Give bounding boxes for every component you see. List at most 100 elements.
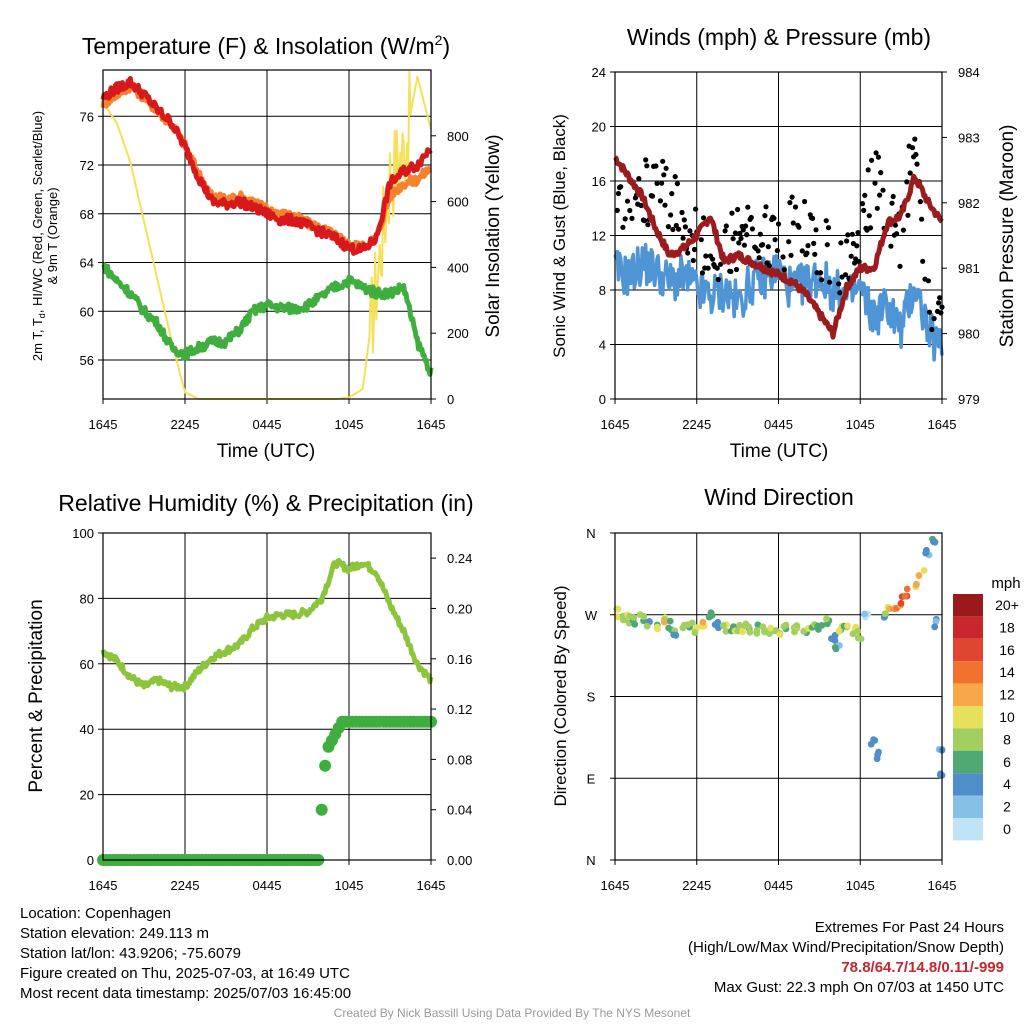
series-gust-point	[937, 295, 943, 301]
humidity-panel-title: Relative Humidity (%) & Precipitation (i…	[58, 490, 473, 516]
series-gust-point	[780, 254, 786, 260]
wind-direction-point	[932, 618, 940, 625]
colorbar-swatch	[953, 818, 983, 841]
direction-x-tick-label: 1645	[928, 878, 957, 893]
colorbar-label: 6	[1003, 754, 1011, 770]
series-gust-point	[755, 248, 761, 254]
series-gust-point	[741, 242, 748, 248]
colorbar-label: 12	[999, 687, 1015, 703]
precip-y-tick-label: 0.12	[447, 702, 472, 717]
wind-direction-point	[818, 622, 826, 629]
station-elevation: Station elevation: 249.113 m	[20, 925, 210, 942]
precip-y-tick-label: 0.16	[447, 652, 472, 667]
wind-direction-point	[793, 622, 801, 629]
series-gust-point	[662, 202, 668, 208]
colorbar-swatch	[953, 638, 983, 662]
series-gust-point	[849, 231, 855, 237]
winds-x-tick-label: 1645	[928, 417, 957, 432]
series-gust-point	[796, 224, 802, 230]
series-gust-point	[736, 240, 742, 246]
series-gust-point	[643, 157, 649, 163]
series-gust-point	[878, 170, 884, 176]
series-gust-point	[705, 265, 711, 271]
pressure-y-tick-label: 982	[958, 196, 980, 211]
series-gust-point	[766, 263, 773, 269]
series-gust-point	[786, 239, 792, 245]
wind-direction-point	[854, 634, 862, 642]
wind-direction-point	[912, 581, 920, 589]
wind-direction-point	[835, 627, 843, 635]
direction-plot-frame	[614, 532, 943, 861]
wind-direction-point	[722, 628, 730, 635]
credit-line: Created By Nick Bassill Using Data Provi…	[333, 1006, 691, 1020]
temperature-x-axis-label: Time (UTC)	[217, 441, 316, 462]
series-gust-point	[728, 268, 734, 275]
winds-axes: 0 4 8 12 16 20 24 979 980 981 982 983 984 1645 2245 044…	[592, 65, 980, 432]
series-gust-point	[618, 184, 624, 190]
series-gust-point	[756, 255, 762, 261]
series-gust-point	[670, 226, 676, 233]
series-gust-point	[904, 179, 910, 185]
series-gust-point	[900, 227, 907, 233]
series-gust-point	[668, 212, 674, 218]
humidity-x-tick-label: 2245	[171, 878, 200, 893]
wind-direction-point	[630, 614, 638, 621]
wind-direction-point	[886, 605, 894, 613]
series-gust-point	[920, 258, 926, 264]
direction-y-tick-label: S	[587, 690, 596, 705]
insolation-y-tick-label: 800	[447, 129, 469, 144]
series-gust-point	[888, 243, 894, 249]
humidity-plot-frame	[102, 532, 432, 861]
direction-panel-title: Wind Direction	[704, 484, 854, 510]
series-gust-point	[615, 190, 622, 197]
series-gust-point	[875, 154, 882, 160]
wind-direction-point	[849, 630, 857, 638]
series-gust-point	[659, 180, 665, 186]
series-gust-point	[657, 198, 664, 204]
wind-direction-point	[881, 610, 889, 618]
wind-direction-point	[734, 627, 742, 635]
direction-x-tick-label: 2245	[682, 878, 711, 893]
precip-y-tick-label: 0.00	[447, 853, 472, 868]
wind-direction-point	[931, 538, 939, 546]
series-gust-point	[844, 238, 850, 244]
pressure-y-tick-label: 984	[958, 65, 980, 80]
temperature-y-tick-label: 56	[80, 353, 94, 368]
series-gust-point	[744, 232, 750, 238]
series-gust-point	[693, 206, 699, 212]
series-gust-point	[823, 218, 829, 224]
series-gust-point	[880, 187, 886, 193]
winds-x-tick-label: 0445	[764, 417, 793, 432]
insolation-y-tick-label: 200	[447, 326, 469, 341]
wind-direction-point	[745, 623, 752, 630]
wind-direction-point	[614, 613, 622, 621]
series-td-line	[101, 261, 434, 377]
direction-x-tick-label: 0445	[764, 878, 793, 893]
figure-created: Figure created on Thu, 2025-07-03, at 16…	[20, 965, 350, 982]
series-gust-point	[714, 265, 720, 271]
series-gust-point	[661, 172, 667, 178]
extremes-values: 78.8/64.7/14.8/0.11/-999	[841, 959, 1004, 976]
wind-direction-point	[870, 736, 877, 743]
series-gust-point	[919, 216, 925, 222]
direction-x-tick-label: 1645	[601, 878, 630, 893]
series-station-pressure-line	[613, 155, 944, 340]
humidity-y-tick-label: 20	[80, 788, 94, 803]
series-gust-point	[907, 170, 913, 176]
wind-direction-point	[679, 624, 687, 632]
series-gust-point	[862, 192, 868, 198]
wind-direction-point	[922, 549, 930, 557]
series-gust-point	[749, 226, 756, 232]
series-gust-point	[811, 240, 817, 246]
wind-direction-point	[746, 628, 754, 636]
series-gust-point	[866, 213, 872, 219]
temperature-panel: Temperature (F) & Insolation (W/m2) 2m T…	[30, 32, 504, 462]
humidity-x-tick-label: 0445	[253, 878, 282, 893]
series-sonic-wind-line	[613, 242, 944, 362]
temperature-y-axis-label-line2: & 9m T (Orange)	[45, 187, 60, 284]
series-gust-point	[665, 224, 672, 230]
wind-direction-point	[873, 755, 881, 763]
humidity-y-tick-label: 100	[72, 526, 94, 541]
precip-y-tick-label: 0.20	[447, 601, 472, 616]
colorbar-title: mph	[991, 575, 1020, 592]
